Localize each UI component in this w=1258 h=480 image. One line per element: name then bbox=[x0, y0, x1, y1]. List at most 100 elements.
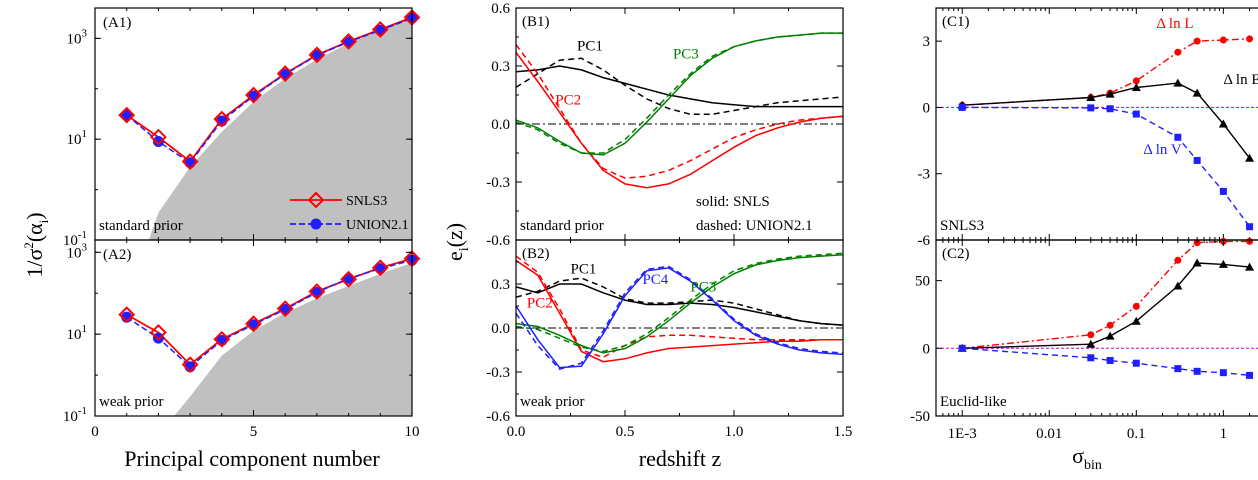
c1-point bbox=[1219, 187, 1227, 195]
b1-curve-label-pc3: PC3 bbox=[673, 46, 699, 62]
a2-xtick-label: 5 bbox=[250, 424, 258, 440]
c2-point bbox=[1131, 316, 1141, 325]
b1-ytick-label: -0.3 bbox=[486, 175, 510, 191]
c2-point bbox=[1086, 339, 1096, 348]
c2-point bbox=[1192, 258, 1202, 267]
a2-xtick-label: 0 bbox=[91, 424, 99, 440]
c2-point bbox=[1173, 281, 1183, 290]
b2-ytick-label: 0.3 bbox=[491, 277, 510, 293]
b2-curve-label-pc4: PC4 bbox=[642, 272, 668, 288]
a1-point-union2.1 bbox=[121, 109, 133, 121]
c1-point bbox=[1218, 119, 1228, 128]
a1-shaded-region bbox=[148, 17, 412, 241]
a2-point-snls3 bbox=[276, 300, 294, 318]
a1-ytick-label: 103 bbox=[67, 27, 88, 47]
b2-curve-pc1-dashed bbox=[515, 277, 844, 326]
c2-point bbox=[1106, 321, 1114, 329]
c1-point bbox=[1193, 156, 1201, 164]
c2-point bbox=[1132, 359, 1140, 367]
a2-xtick-label: 10 bbox=[405, 424, 420, 440]
c1-point bbox=[1087, 104, 1095, 112]
c1-point bbox=[1173, 78, 1183, 87]
c2-ytick-label: 50 bbox=[915, 274, 930, 290]
c1-point bbox=[1246, 35, 1254, 43]
b1-curve-pc1-dashed bbox=[515, 57, 844, 116]
c1-ytick-label: -6 bbox=[918, 233, 931, 249]
a2-point-snls3 bbox=[213, 330, 231, 348]
c2-point bbox=[1132, 302, 1140, 310]
b1-ytick-label: 0.6 bbox=[491, 1, 510, 17]
c2-series-line bbox=[962, 262, 1250, 349]
legend-label-snls3: SNLS3 bbox=[346, 194, 387, 209]
b2-ytick-label: -0.6 bbox=[486, 409, 510, 425]
c2-point bbox=[1219, 369, 1227, 377]
b1-ytick-label: -0.6 bbox=[486, 233, 510, 249]
b1-ytick-label: 0.0 bbox=[491, 117, 510, 133]
c2-xtick-label: 0.1 bbox=[1127, 426, 1146, 442]
c1-point bbox=[1132, 77, 1140, 85]
c1-point bbox=[1246, 223, 1254, 231]
c2-point bbox=[1246, 371, 1254, 379]
a2-annotation: weak prior bbox=[99, 394, 164, 410]
c1-series-label: Δ ln V bbox=[1143, 142, 1182, 158]
b2-curve-pc2-dashed bbox=[515, 255, 843, 359]
c1-series-label: Δ ln E bbox=[1223, 72, 1258, 88]
c2-panel-label: (C2) bbox=[942, 246, 970, 262]
b1-solid-note: solid: SNLS bbox=[696, 194, 770, 210]
a1-point-snls3 bbox=[213, 110, 231, 128]
a1-point-snls3 bbox=[308, 46, 326, 64]
a1-point-snls3 bbox=[149, 128, 167, 146]
b2-curve-pc3-solid bbox=[515, 253, 844, 354]
b1-curve-label-pc2: PC2 bbox=[555, 93, 581, 109]
a1-annotation: standard prior bbox=[99, 218, 183, 234]
c1-point bbox=[1245, 153, 1255, 162]
c2-series-line bbox=[962, 240, 1250, 349]
b2-curve-label-pc3: PC3 bbox=[690, 279, 716, 295]
a2-point-snls3 bbox=[118, 306, 136, 324]
b2-ytick-label: 0.0 bbox=[491, 321, 510, 337]
a2-shaded-region bbox=[174, 262, 412, 416]
a1-point-union2.1 bbox=[152, 135, 164, 147]
b1-dashed-note: dashed: UNION2.1 bbox=[696, 218, 813, 234]
a1-point-snls3 bbox=[181, 153, 199, 170]
b2-xtick-label: 0.0 bbox=[507, 424, 526, 440]
b1-ytick-label: 0.3 bbox=[491, 59, 510, 75]
a2-ytick-label: 10-1 bbox=[63, 405, 87, 425]
c1-point bbox=[958, 103, 966, 111]
c1-point bbox=[1174, 133, 1182, 141]
a2-point-snls3 bbox=[149, 324, 167, 341]
a1-point-snls3 bbox=[340, 32, 358, 50]
c1-frame bbox=[935, 7, 1258, 241]
c1-panel-label: (C1) bbox=[942, 14, 970, 30]
b2-curve-pc3-dashed bbox=[515, 252, 844, 353]
c1-ytick-label: -3 bbox=[918, 167, 931, 183]
c1-point bbox=[1106, 105, 1114, 113]
b1-curve-pc2-dashed bbox=[515, 44, 844, 179]
b2-panel-label: (B2) bbox=[522, 246, 550, 262]
c1-series-line bbox=[962, 38, 1250, 106]
y-axis-label-b: ei(z) bbox=[442, 223, 472, 261]
b2-curve-pc4-dashed bbox=[515, 265, 844, 370]
c1-point bbox=[1086, 92, 1096, 101]
b2-ytick-label: -0.3 bbox=[486, 365, 510, 381]
a1-point-snls3 bbox=[371, 21, 389, 38]
c2-point bbox=[1106, 356, 1114, 364]
c-column-labels: σbin bbox=[1072, 443, 1102, 473]
c1-point bbox=[1131, 83, 1141, 92]
c2-ytick-label: -50 bbox=[910, 409, 930, 425]
c1-ytick-label: 3 bbox=[923, 34, 931, 50]
c2-ytick-label: 0 bbox=[923, 341, 931, 357]
a2-panel-label: (A2) bbox=[103, 247, 131, 263]
b2-xtick-label: 1.0 bbox=[725, 424, 744, 440]
c2-point bbox=[1245, 262, 1255, 271]
y-axis-label-a: 1/σ2(αi) bbox=[21, 212, 51, 277]
legend-marker-snls3 bbox=[307, 191, 325, 209]
a2-series-union2.1 bbox=[126, 259, 413, 368]
a2-point-snls3 bbox=[181, 356, 199, 374]
legend-label-union2.1: UNION2.1 bbox=[346, 218, 409, 233]
a1-series-union2.1 bbox=[126, 17, 413, 164]
c2-series-line bbox=[962, 347, 1250, 377]
b2-curve-label-pc1: PC1 bbox=[571, 262, 597, 278]
b1-curve-label-pc1: PC1 bbox=[577, 39, 603, 55]
